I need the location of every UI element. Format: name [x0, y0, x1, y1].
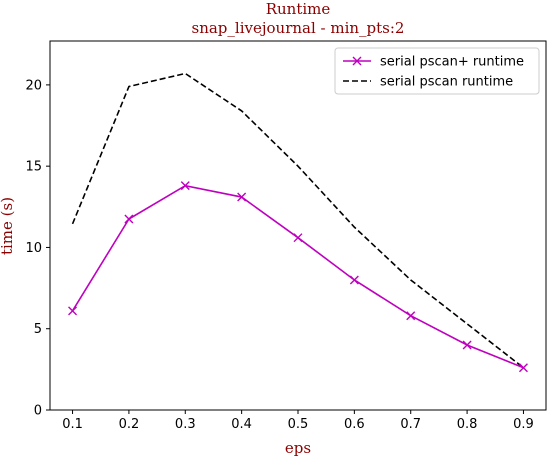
- legend-label: serial pscan+ runtime: [380, 55, 524, 70]
- x-tick-label: 0.1: [62, 417, 83, 432]
- legend: serial pscan+ runtime serial pscan runtim…: [335, 48, 539, 94]
- legend-label: serial pscan runtime: [380, 75, 513, 90]
- x-tick-label: 0.3: [175, 417, 196, 432]
- y-axis-label: time (s): [0, 197, 16, 255]
- plot-marks: 0.1 0.2 0.3 0.4 0.5 0.6 0.7 0.8 0.9 0 5 10 15 20: [25, 74, 533, 432]
- y-tick-label: 0: [34, 404, 42, 419]
- x-tick-label: 0.4: [231, 417, 252, 432]
- data-point-marker: [463, 341, 471, 349]
- data-point-marker: [350, 276, 358, 284]
- x-tick-label: 0.2: [119, 417, 140, 432]
- y-tick-label: 10: [25, 241, 42, 256]
- x-tick-label: 0.8: [457, 417, 478, 432]
- data-point-marker: [407, 312, 415, 320]
- data-point-marker: [519, 364, 527, 372]
- chart-subtitle: snap_livejournal - min_pts:2: [192, 19, 405, 37]
- y-tick-label: 20: [25, 78, 42, 93]
- y-tick-label: 15: [25, 160, 42, 175]
- data-point-marker: [125, 215, 133, 223]
- x-axis-label: eps: [285, 439, 311, 456]
- data-point-marker: [294, 234, 302, 242]
- x-tick-label: 0.9: [513, 417, 534, 432]
- data-point-marker: [69, 307, 77, 315]
- x-tick-label: 0.5: [288, 417, 309, 432]
- y-tick-label: 5: [34, 322, 42, 337]
- series-line-pscan-plus: [73, 186, 524, 368]
- x-tick-label: 0.7: [400, 417, 421, 432]
- chart-title: Runtime: [266, 0, 331, 18]
- series-line-pscan: [73, 74, 524, 368]
- x-tick-label: 0.6: [344, 417, 365, 432]
